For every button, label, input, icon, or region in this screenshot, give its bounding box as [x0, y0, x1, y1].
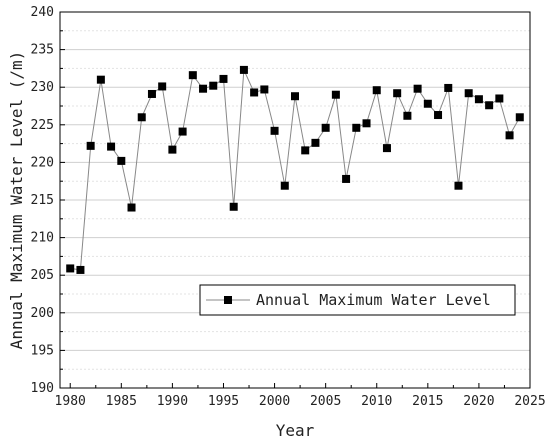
y-tick-label: 220	[31, 155, 54, 170]
y-axis-title: Annual Maximum Water Level (/m)	[7, 51, 26, 350]
x-tick-label: 2010	[361, 394, 392, 409]
data-point	[403, 111, 412, 120]
data-point	[464, 89, 473, 98]
data-point	[107, 142, 116, 151]
data-point	[147, 89, 156, 98]
y-tick-label: 230	[31, 80, 54, 95]
data-point	[331, 90, 340, 99]
data-point	[291, 92, 299, 101]
legend-box	[199, 284, 516, 316]
x-tick-labels: 1980 1985 1990 1995 2000 2005 2010 2015 2020 2025	[55, 394, 546, 409]
data-point	[413, 84, 422, 93]
x-tick-label: 2025	[514, 394, 545, 409]
x-tick-label: 2015	[412, 394, 443, 409]
data-point	[127, 203, 136, 212]
data-point	[372, 86, 381, 95]
data-point	[495, 94, 504, 103]
y-tick-labels: 190 195 200 205 210 215 220 225 230 235 240	[31, 5, 54, 396]
data-point	[301, 146, 310, 155]
data-point	[229, 202, 238, 211]
x-tick-label: 2020	[463, 394, 494, 409]
data-point	[178, 127, 187, 136]
x-tick-label: 2000	[259, 394, 290, 409]
data-point	[352, 123, 361, 132]
data-point	[219, 74, 228, 83]
x-tick-label: 1990	[157, 394, 188, 409]
data-point	[423, 99, 432, 108]
data-point	[485, 101, 494, 110]
data-point	[76, 265, 85, 274]
y-tick-label: 205	[31, 268, 54, 283]
data-point	[434, 111, 443, 120]
data-point	[280, 181, 289, 190]
x-tick-label: 1995	[208, 394, 239, 409]
data-point	[260, 85, 269, 94]
x-tick-label: 1980	[55, 394, 86, 409]
legend-marker-sample	[224, 296, 232, 304]
y-tick-label: 210	[31, 231, 54, 246]
data-point	[505, 131, 514, 140]
data-point	[137, 113, 146, 122]
data-point	[393, 89, 402, 98]
y-tick-label: 190	[31, 381, 54, 396]
y-tick-label: 200	[31, 306, 54, 321]
grid-lines	[60, 30, 530, 370]
data-point	[311, 138, 320, 147]
y-tick-label: 215	[31, 193, 54, 208]
data-point	[66, 264, 75, 273]
data-point	[209, 81, 218, 90]
axis-ticks	[60, 11, 531, 389]
x-tick-label: 2005	[310, 394, 341, 409]
y-tick-label: 240	[31, 5, 54, 20]
data-point	[86, 141, 95, 150]
data-point	[158, 82, 167, 91]
y-tick-label: 235	[31, 43, 54, 58]
series-markers	[66, 65, 524, 274]
legend-label: Annual Maximum Water Level	[256, 291, 491, 309]
x-axis-title: Year	[276, 421, 315, 440]
y-tick-label: 225	[31, 118, 54, 133]
data-point	[342, 174, 351, 183]
legend: Annual Maximum Water Level	[199, 284, 516, 316]
data-point	[270, 126, 279, 135]
data-point	[168, 145, 177, 154]
data-point	[454, 181, 463, 190]
data-point	[199, 84, 208, 93]
x-tick-label: 1985	[106, 394, 137, 409]
data-point	[250, 88, 259, 97]
data-point	[96, 75, 105, 84]
data-point	[444, 83, 453, 92]
data-point	[117, 156, 126, 165]
data-point	[515, 113, 524, 122]
data-point	[321, 123, 330, 132]
data-point	[382, 144, 391, 153]
data-point	[474, 95, 483, 104]
data-point	[239, 65, 248, 74]
y-tick-label: 195	[31, 343, 54, 358]
data-point	[362, 119, 371, 128]
data-point	[188, 71, 197, 80]
